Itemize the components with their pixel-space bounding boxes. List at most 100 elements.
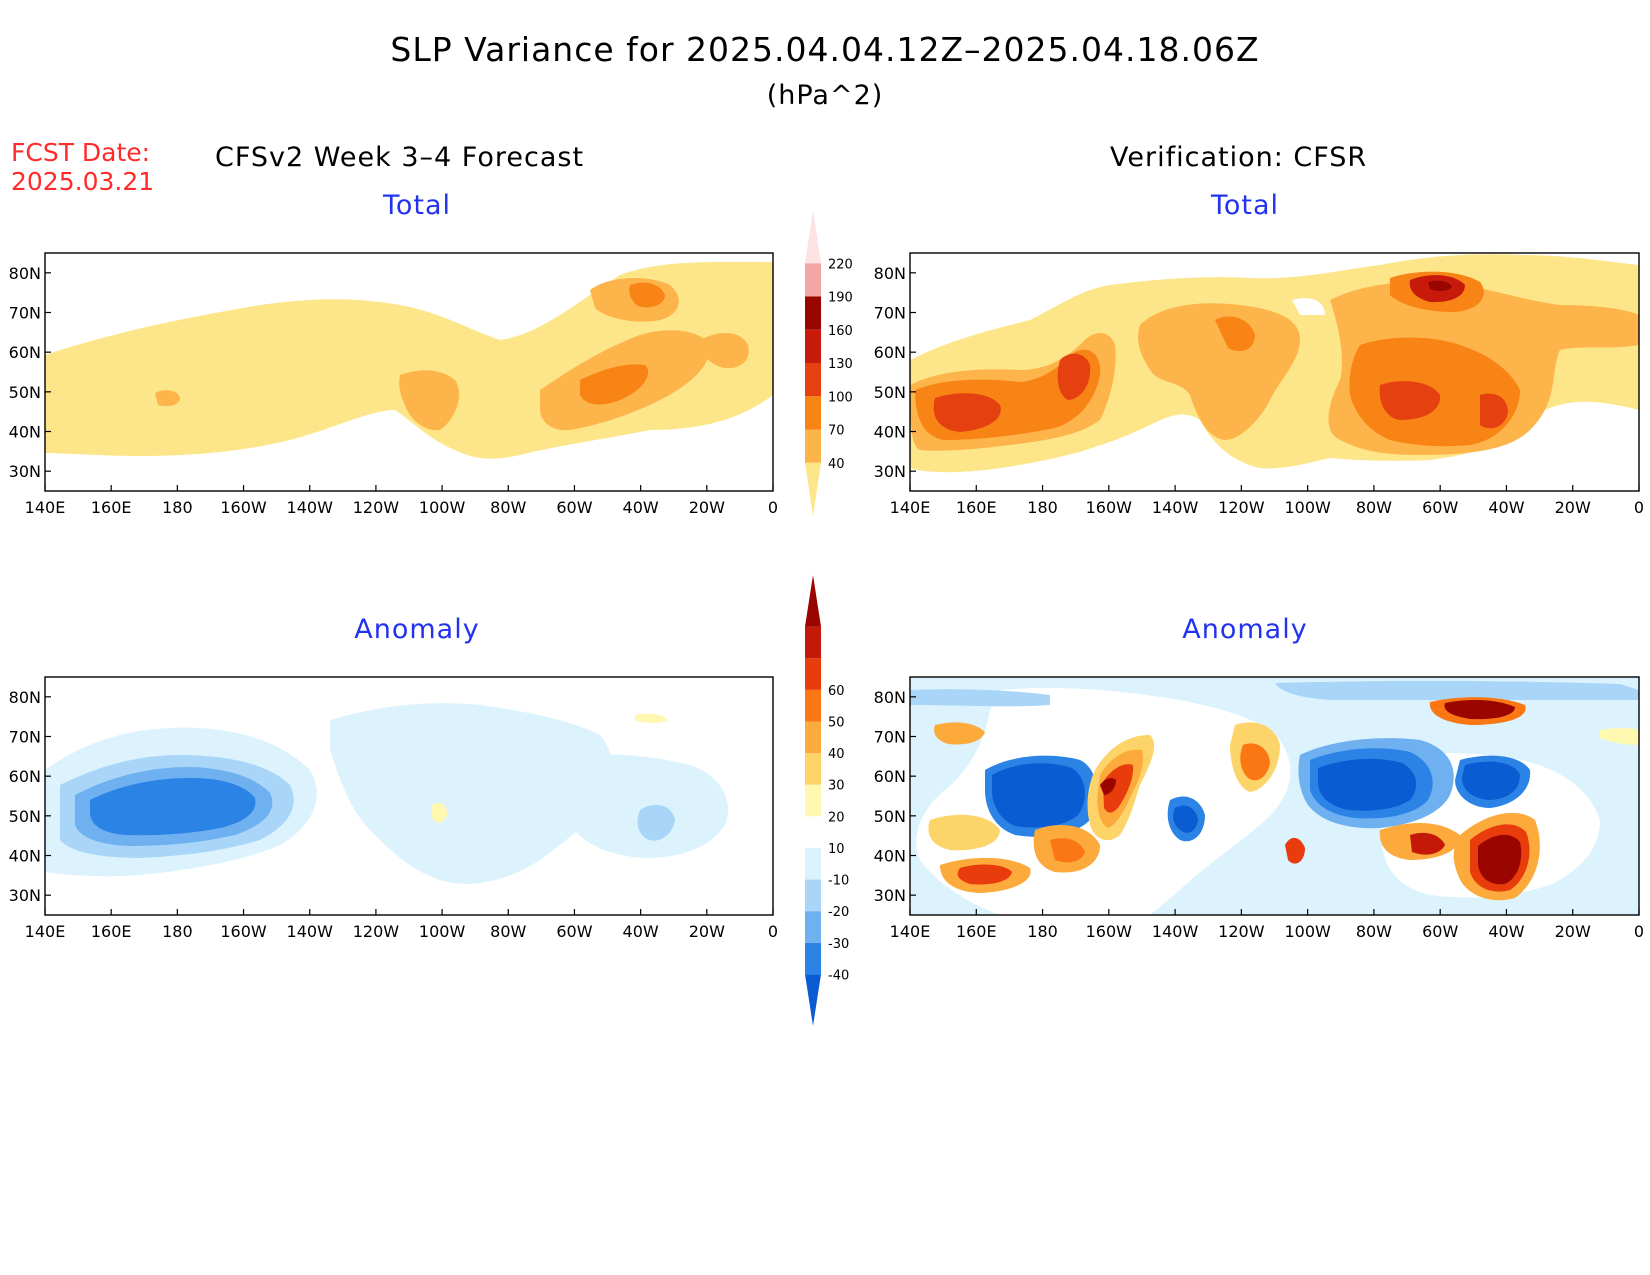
lon-tick-label: 40W [623,498,659,517]
colorbar-anomaly-segment [805,753,821,785]
lon-tick-label: 0 [768,922,778,941]
colorbar-anomaly-segment [805,626,821,659]
lon-tick-label: 160E [91,922,132,941]
lat-tick-label: 70N [874,304,906,323]
lon-tick-label: 100W [419,498,466,517]
lat-tick-label: 30N [874,886,906,905]
lat-tick-label: 70N [9,728,41,747]
lat-tick-label: 50N [874,383,906,402]
lon-tick-label: 140E [890,498,931,517]
verification-anomaly-contour-pos50-f [1285,837,1305,864]
lat-tick-label: 60N [9,767,41,786]
colorbar-anomaly-label: 20 [828,810,845,825]
lon-tick-label: 120W [353,498,400,517]
verification-total-gap [1292,298,1325,315]
lat-tick-label: 50N [9,383,41,402]
verification-anomaly-contour-pos60-a [1100,777,1116,795]
colorbar-anomaly-label: 50 [828,715,845,730]
lat-tick-label: 40N [9,423,41,442]
forecast-total-frame [44,252,774,492]
colorbar-anomaly-segment [805,721,821,754]
lat-tick-label: 40N [874,423,906,442]
forecast-header: CFSv2 Week 3–4 Forecast [215,142,585,173]
verification-total-contour-130-c [1379,381,1441,420]
colorbar-total-segment [805,363,821,397]
colorbar-total-segment [805,429,821,463]
verification-anomaly-contour-pos60-i [1444,699,1515,720]
verification-anomaly-contour-neg45-c [1173,805,1198,833]
lon-tick-label: 140E [25,498,66,517]
lat-tick-label: 40N [874,847,906,866]
verification-total-contour-100-d [1215,316,1255,352]
lon-tick-label: 140W [287,922,334,941]
lon-tick-label: 80W [490,922,526,941]
verification-anomaly-contour-pos40-e [1240,743,1270,781]
colorbar-total-segment [805,462,821,516]
lon-tick-label: 20W [689,498,725,517]
forecast-anomaly-contour-neg10-c [558,754,729,858]
verification-total-contour-130-b [1057,353,1091,400]
lon-tick-label: 40W [1488,498,1524,517]
lat-tick-label: 80N [9,688,41,707]
lon-tick-label: 120W [1218,498,1265,517]
lon-tick-label: 60W [556,498,592,517]
lon-tick-label: 160E [91,498,132,517]
lat-tick-label: 80N [874,264,906,283]
lat-tick-label: 40N [9,847,41,866]
lon-tick-label: 160E [956,498,997,517]
forecast-total-contour-70-e [155,390,180,407]
verification-total-contour-130-a [933,393,1001,432]
lon-tick-label: 20W [1555,498,1591,517]
lon-tick-label: 140W [1152,498,1199,517]
verification-anomaly-map [910,677,1639,915]
lon-tick-label: 0 [1634,498,1644,517]
forecast-total-contour-100-b [580,364,649,405]
forecast-total-contour-70-a [399,370,460,431]
colorbar-anomaly-label: 40 [828,747,845,762]
lon-tick-label: 60W [1422,498,1458,517]
colorbar-anomaly-label: 30 [828,779,845,794]
verification-anomaly-contour-pos50-a [1103,764,1134,813]
lon-tick-label: 160E [956,922,997,941]
page-title: SLP Variance for 2025.04.04.12Z–2025.04.… [390,30,1260,69]
map-axes: 140E 160E 180 160W 140W 120W 100W 80W 60W 40W 20W 0… [9,264,1644,941]
lon-tick-label: 180 [1027,922,1058,941]
verification-total-title: Total [1210,190,1280,221]
verification-anomaly-frame [909,676,1640,916]
colorbar-anomaly-segment [805,847,821,880]
forecast-total-contour-100-a [629,282,665,308]
colorbar-total-label: 100 [828,390,853,405]
lon-tick-label: 120W [353,922,400,941]
lon-tick-label: 80W [490,498,526,517]
verification-anomaly-contour-pos60-h [1478,834,1522,885]
units-label: (hPa^2) [766,80,884,111]
lat-tick-label: 80N [874,688,906,707]
forecast-anomaly-contour-neg10-b [330,703,614,884]
colorbar-anomaly-segment [805,879,821,912]
lon-tick-label: 80W [1356,498,1392,517]
verification-anomaly-contour-neg45-a [1318,758,1417,811]
lon-tick-label: 160W [220,922,267,941]
colorbar-anomaly-segment [805,911,821,943]
lon-tick-label: 80W [1356,922,1392,941]
forecast-date-value: 2025.03.21 [11,167,155,196]
lat-tick-label: 30N [874,462,906,481]
lat-tick-label: 50N [874,807,906,826]
colorbar-total-segment [805,296,821,330]
colorbar-anomaly-label: -10 [828,874,849,889]
colorbar-total-segment [805,329,821,363]
verification-total-map [910,254,1639,473]
verification-anomaly-title: Anomaly [1182,614,1308,645]
verification-anomaly-contour-neg20-top [910,689,1050,707]
lon-tick-label: 160W [220,498,267,517]
lat-tick-label: 70N [874,728,906,747]
lon-tick-label: 40W [623,922,659,941]
lon-tick-label: 60W [1422,922,1458,941]
forecast-anomaly-contour-neg40 [90,778,256,836]
lon-tick-label: 180 [162,922,193,941]
colorbar-total-label: 40 [828,457,845,472]
colorbar-total-segment [805,263,821,297]
colorbar-total-label: 220 [828,257,853,272]
colorbar-total-label: 160 [828,324,853,339]
lon-tick-label: 0 [1634,922,1644,941]
